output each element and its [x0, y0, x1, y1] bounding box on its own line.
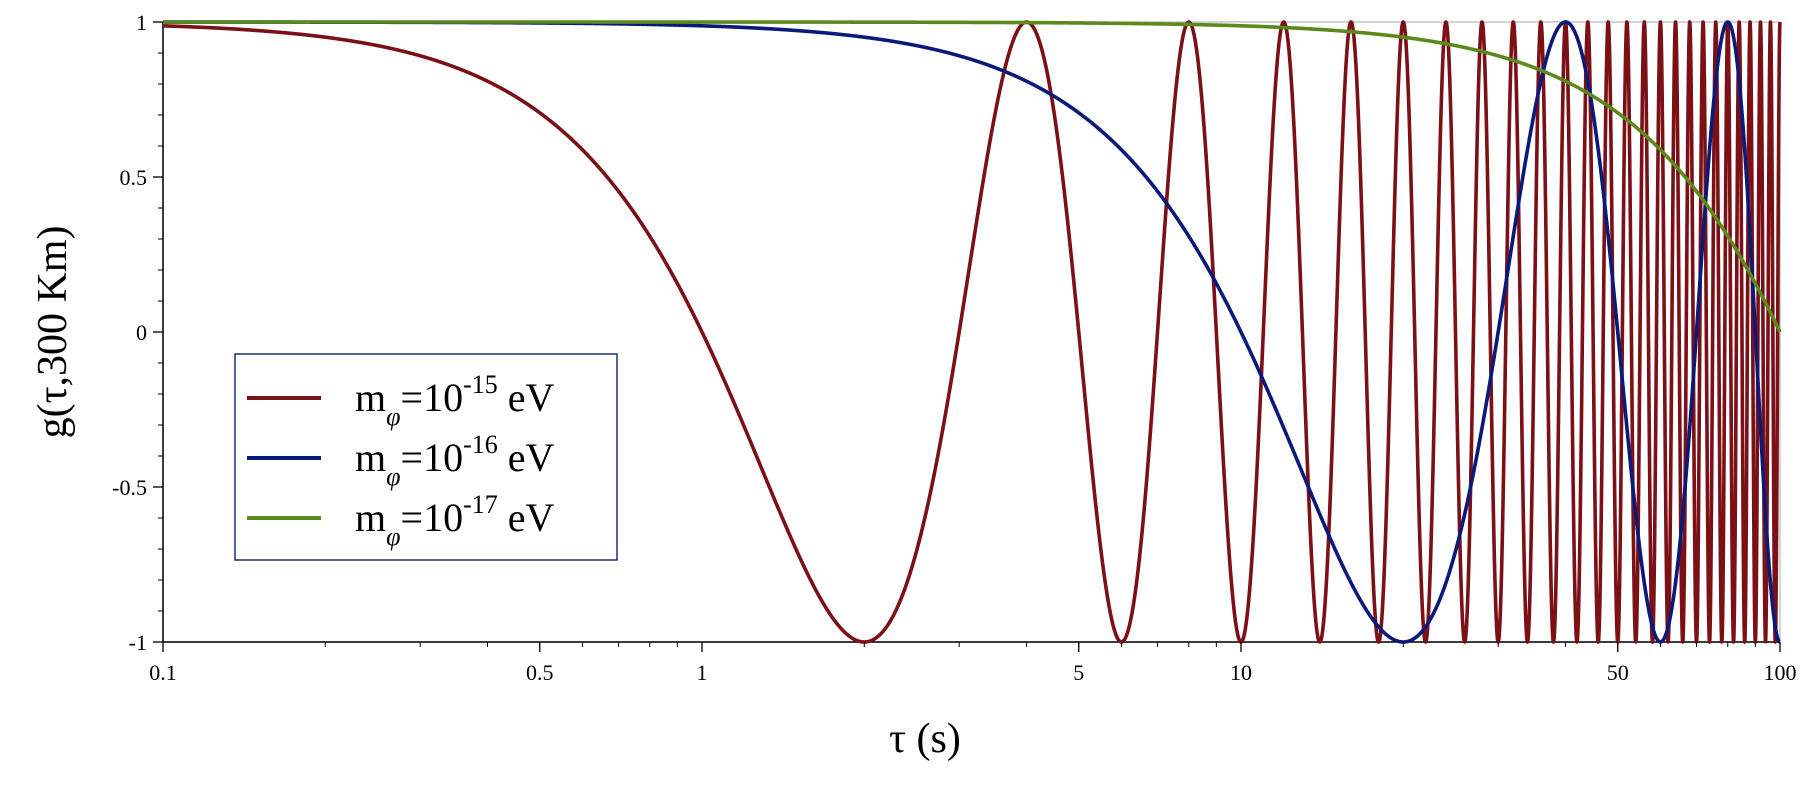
y-tick-label: 0.5	[120, 165, 148, 190]
series-line-3	[161, 20, 1782, 334]
series-line-1	[161, 20, 1782, 644]
y-tick-label: -1	[129, 630, 147, 655]
legend-entry: mφ=10-15 eV	[355, 370, 555, 431]
x-axis-title: τ (s)	[889, 716, 961, 762]
x-tick-label: 10	[1230, 660, 1252, 685]
legend-entry: mφ=10-16 eV	[355, 430, 555, 491]
x-tick-label: 1	[697, 660, 708, 685]
y-tick-label: 0	[136, 320, 147, 345]
y-tick-label: -0.5	[112, 475, 147, 500]
x-tick-label: 5	[1073, 660, 1084, 685]
y-tick-label: 1	[136, 10, 147, 35]
legend-entry: mφ=10-17 eV	[355, 490, 555, 551]
y-axis-title: g(τ,300 Km)	[30, 226, 76, 439]
x-tick-label: 0.1	[149, 660, 177, 685]
x-tick-label: 50	[1607, 660, 1629, 685]
x-tick-label: 100	[1764, 660, 1797, 685]
x-tick-label: 0.5	[526, 660, 554, 685]
